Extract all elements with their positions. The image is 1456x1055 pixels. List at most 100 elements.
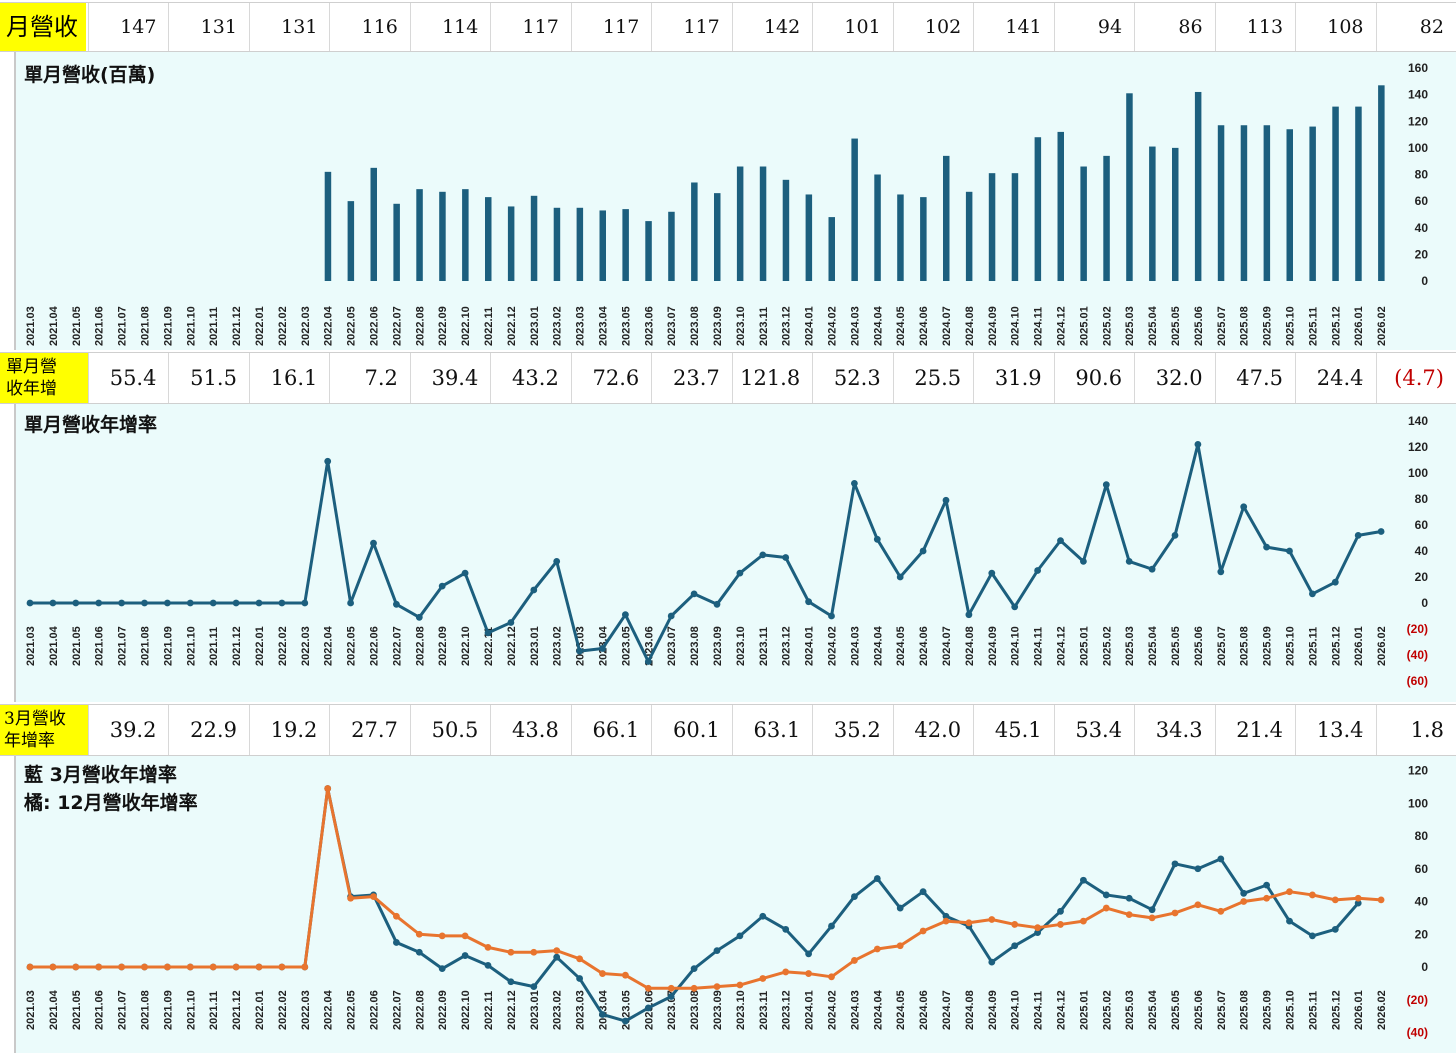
twelve-month-growth-point	[164, 963, 171, 971]
x-tick-label: 2025.05	[1170, 306, 1182, 346]
yoy-growth-point	[851, 480, 858, 487]
y-tick-label: 60	[1415, 862, 1429, 876]
y-tick-label: 80	[1415, 829, 1429, 843]
strip-value-cell: 19.2	[248, 705, 329, 755]
strip-value-cell: (4.7)	[1375, 353, 1456, 403]
twelve-month-growth-point	[1080, 917, 1087, 925]
x-tick-label: 2025.10	[1285, 626, 1297, 666]
twelve-month-growth-point	[1125, 911, 1133, 918]
revenue-bar	[805, 194, 813, 281]
revenue-bar	[851, 138, 858, 281]
x-tick-label: 2024.09	[987, 990, 999, 1030]
twelve-month-growth-point	[393, 912, 400, 920]
x-tick-label: 2025.12	[1330, 306, 1342, 346]
strip-value-cell: 142	[731, 3, 812, 51]
x-tick-label: 2025.06	[1193, 626, 1205, 666]
x-tick-label: 2022.06	[369, 990, 381, 1030]
revenue-bar	[1080, 166, 1087, 281]
rolling-growth-chart-title-line2: 橘: 12月營收年增率	[24, 792, 198, 814]
yoy-growth-point	[1331, 578, 1339, 586]
yoy-growth-label-line1: 單月營	[6, 357, 57, 377]
yoy-growth-point	[232, 599, 240, 607]
three-month-growth-point	[393, 939, 400, 946]
y-tick-label: 80	[1415, 492, 1429, 506]
revenue-bar	[530, 195, 538, 281]
twelve-month-growth-point	[759, 975, 767, 982]
x-tick-label: 2023.07	[666, 626, 678, 666]
twelve-month-growth-point	[805, 970, 812, 977]
three-month-growth-label-line1: 3月營收	[4, 709, 66, 729]
x-tick-label: 2021.12	[231, 306, 243, 346]
strip-value-cell: 47.5	[1214, 353, 1295, 403]
x-tick-label: 2025.09	[1262, 626, 1274, 666]
revenue-bar	[599, 210, 606, 281]
three-month-growth-point	[713, 947, 721, 955]
strip-value-cell: 24.4	[1295, 353, 1375, 403]
twelve-month-growth-point	[988, 916, 996, 923]
yoy-growth-point	[393, 600, 400, 608]
x-tick-label: 2021.09	[162, 626, 174, 666]
x-tick-label: 2024.12	[1056, 990, 1068, 1030]
revenue-bar	[1194, 91, 1202, 282]
revenue-bar	[1263, 125, 1271, 282]
x-tick-label: 2024.09	[987, 626, 999, 666]
x-tick-label: 2023.11	[758, 627, 770, 666]
x-tick-label: 2023.03	[575, 990, 587, 1030]
yoy-growth-point	[484, 629, 492, 637]
yoy-growth-point	[301, 599, 309, 607]
x-tick-label: 2025.01	[1078, 306, 1090, 346]
twelve-month-growth-point	[1286, 888, 1293, 896]
y-tick-label: 20	[1415, 927, 1429, 941]
monthly-revenue-label: 月營收	[0, 3, 86, 51]
yoy-growth-point	[736, 569, 744, 577]
strip-value-cell: 94	[1053, 3, 1134, 51]
yoy-growth-point	[942, 496, 950, 504]
strip-value-cell: 116	[329, 3, 409, 51]
strip-value-cell: 117	[651, 3, 731, 51]
revenue-bar	[553, 207, 561, 281]
revenue-bar	[1286, 129, 1293, 281]
x-tick-label: 2023.12	[781, 990, 793, 1030]
x-tick-label: 2021.06	[94, 626, 106, 666]
x-tick-label: 2022.03	[300, 306, 312, 346]
x-tick-label: 2023.09	[712, 626, 724, 666]
x-tick-label: 2021.07	[117, 626, 129, 666]
three-month-growth-point	[988, 958, 996, 966]
yoy-growth-point	[415, 613, 423, 621]
x-tick-label: 2026.02	[1376, 626, 1388, 666]
revenue-bar	[1355, 106, 1362, 281]
strip-value-cell: 131	[248, 3, 329, 51]
x-tick-label: 2025.11	[1307, 627, 1319, 666]
three-month-growth-point	[553, 953, 561, 961]
strip-value-cell: 108	[1295, 3, 1375, 51]
x-tick-label: 2024.10	[1010, 990, 1022, 1030]
x-tick-label: 2025.01	[1078, 990, 1090, 1030]
x-tick-label: 2022.07	[391, 306, 403, 346]
x-tick-label: 2023.02	[552, 990, 564, 1030]
revenue-bar	[1149, 146, 1156, 281]
twelve-month-growth-point	[828, 973, 835, 981]
x-tick-label: 2023.11	[758, 307, 770, 346]
revenue-bar	[1309, 126, 1316, 281]
strip-value-cell: 34.3	[1134, 705, 1214, 755]
three-month-growth-label-line2: 年增率	[4, 731, 55, 751]
yoy-growth-point	[186, 599, 194, 607]
y-tick-label: 120	[1408, 764, 1428, 778]
yoy-growth-point	[1217, 568, 1225, 576]
yoy-growth-point	[530, 586, 538, 594]
yoy-growth-line	[30, 442, 1382, 663]
x-tick-label: 2023.07	[666, 306, 678, 346]
y-tick-label: 60	[1415, 194, 1429, 208]
twelve-month-growth-point	[667, 984, 675, 992]
twelve-month-growth-point	[72, 963, 80, 971]
twelve-month-growth-point	[1263, 894, 1270, 902]
x-tick-label: 2025.08	[1239, 626, 1251, 666]
x-tick-label: 2022.07	[391, 626, 403, 666]
x-tick-label: 2022.03	[300, 626, 312, 666]
x-tick-label: 2025.10	[1285, 306, 1297, 346]
twelve-month-growth-point	[1194, 901, 1202, 909]
x-tick-label: 2026.01	[1353, 306, 1365, 346]
x-tick-label: 2022.11	[483, 307, 495, 346]
monthly-revenue-chart: 160 140 120 100 80 60 40 20 0 2021.03 2021.04 2021.…	[25, 61, 1429, 346]
twelve-month-growth-line	[30, 787, 1382, 990]
